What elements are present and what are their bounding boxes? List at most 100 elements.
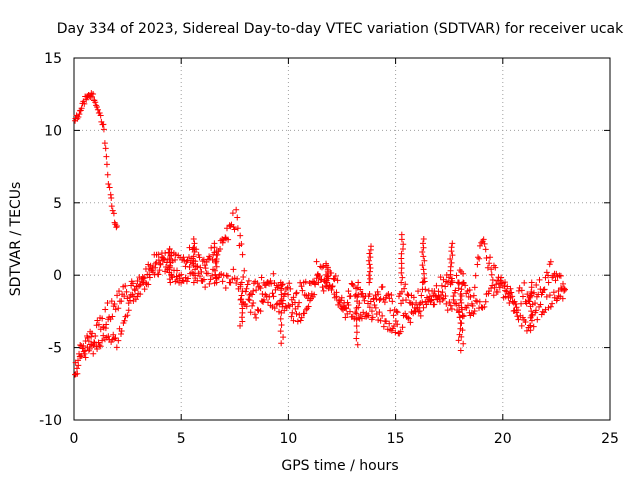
- data-point: [190, 279, 197, 286]
- data-point: [292, 305, 299, 312]
- data-point: [354, 341, 361, 348]
- data-point: [106, 184, 113, 191]
- data-point: [407, 300, 414, 307]
- data-point: [75, 113, 82, 120]
- data-point: [481, 303, 488, 310]
- data-point: [180, 254, 187, 261]
- data-point: [103, 161, 110, 168]
- data-point: [402, 281, 409, 288]
- data-point: [467, 312, 474, 319]
- y-tick-label: -10: [39, 413, 62, 429]
- data-point: [399, 324, 406, 331]
- data-point: [419, 240, 426, 247]
- data-point: [233, 279, 240, 286]
- data-point: [458, 320, 465, 327]
- data-point: [426, 293, 433, 300]
- data-point: [115, 305, 122, 312]
- data-point: [409, 301, 416, 308]
- data-point: [192, 266, 199, 273]
- data-point: [125, 300, 132, 307]
- data-point: [407, 319, 414, 326]
- data-point: [313, 258, 320, 265]
- data-point: [192, 275, 199, 282]
- data-point: [239, 288, 246, 295]
- data-point: [105, 333, 112, 340]
- data-point: [212, 259, 219, 266]
- data-point: [293, 310, 300, 317]
- data-point: [249, 302, 256, 309]
- y-tick-labels: -10 -5 0 5 10 15: [39, 51, 62, 429]
- data-point: [254, 306, 261, 313]
- data-point: [270, 270, 277, 277]
- data-point: [213, 263, 220, 270]
- data-point: [97, 343, 104, 350]
- data-point: [233, 206, 240, 213]
- data-point: [447, 255, 454, 262]
- data-point: [116, 288, 123, 295]
- data-point: [238, 279, 245, 286]
- data-point: [509, 293, 516, 300]
- data-point: [519, 293, 526, 300]
- data-point: [390, 312, 397, 319]
- y-tick-label: 15: [44, 51, 62, 67]
- data-point: [459, 313, 466, 320]
- data-point: [77, 342, 84, 349]
- data-point: [251, 311, 258, 318]
- data-point: [168, 252, 175, 259]
- data-point: [366, 304, 373, 311]
- data-point: [301, 310, 308, 317]
- data-point: [393, 308, 400, 315]
- data-point: [471, 308, 478, 315]
- data-point: [94, 106, 101, 113]
- data-point: [552, 277, 559, 284]
- data-point: [448, 244, 455, 251]
- data-point: [223, 272, 230, 279]
- data-point: [438, 282, 445, 289]
- data-point: [550, 289, 557, 296]
- data-point: [419, 262, 426, 269]
- data-point: [368, 243, 375, 250]
- data-point: [229, 210, 236, 217]
- data-point: [545, 272, 552, 279]
- data-point: [237, 322, 244, 329]
- data-point: [124, 312, 131, 319]
- data-point: [394, 309, 401, 316]
- data-point: [466, 287, 473, 294]
- data-point: [109, 313, 116, 320]
- data-point: [267, 277, 274, 284]
- data-point: [102, 325, 109, 332]
- data-point: [241, 267, 248, 274]
- data-point: [254, 280, 261, 287]
- data-point: [522, 319, 529, 326]
- data-point: [111, 335, 118, 342]
- data-point: [278, 322, 285, 329]
- data-point: [157, 260, 164, 267]
- data-point: [405, 315, 412, 322]
- data-point: [453, 272, 460, 279]
- data-point: [100, 332, 107, 339]
- data-point: [238, 240, 245, 247]
- data-point: [335, 301, 342, 308]
- data-point: [167, 279, 174, 286]
- data-point: [448, 259, 455, 266]
- data-point: [173, 273, 180, 280]
- data-point: [528, 317, 535, 324]
- y-tick-label: 5: [53, 196, 62, 212]
- data-point: [247, 309, 254, 316]
- data-point: [476, 255, 483, 262]
- data-point: [281, 290, 288, 297]
- data-point: [286, 303, 293, 310]
- data-point: [386, 295, 393, 302]
- data-point: [108, 298, 115, 305]
- data-point: [297, 317, 304, 324]
- data-point: [354, 298, 361, 305]
- data-point: [527, 293, 534, 300]
- data-point: [518, 287, 525, 294]
- data-point: [471, 284, 478, 291]
- data-point: [457, 347, 464, 354]
- data-point: [122, 282, 129, 289]
- data-point: [541, 309, 548, 316]
- data-point: [470, 310, 477, 317]
- data-point: [155, 271, 162, 278]
- data-point: [201, 262, 208, 269]
